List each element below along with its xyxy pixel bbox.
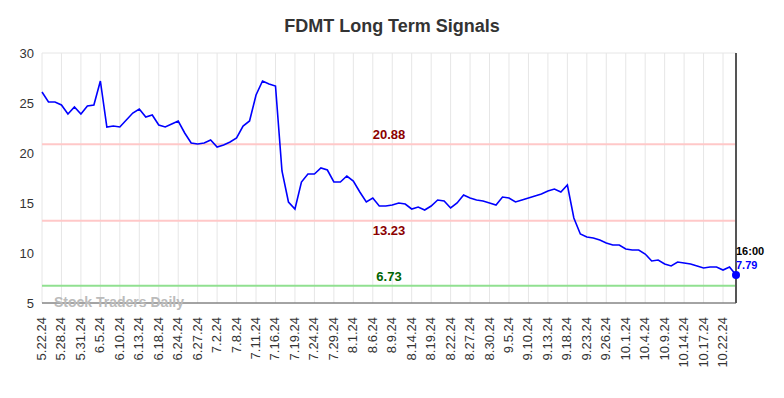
svg-text:8.30.24: 8.30.24 <box>482 317 497 360</box>
html-text:Stock Traders Daily: Stock Traders Daily <box>54 294 184 310</box>
svg-text:10.4.24: 10.4.24 <box>637 317 652 360</box>
svg-text:8.27.24: 8.27.24 <box>462 317 477 360</box>
svg-text:8.22.24: 8.22.24 <box>443 317 458 360</box>
svg-text:7.79: 7.79 <box>736 259 757 271</box>
svg-text:8.6.24: 8.6.24 <box>365 317 380 353</box>
svg-text:10.9.24: 10.9.24 <box>657 317 672 360</box>
svg-text:10.1.24: 10.1.24 <box>618 317 633 360</box>
svg-text:9.18.24: 9.18.24 <box>559 317 574 360</box>
svg-text:25: 25 <box>20 96 34 111</box>
svg-text:20: 20 <box>20 146 34 161</box>
svg-text:6.18.24: 6.18.24 <box>151 317 166 360</box>
svg-text:6.73: 6.73 <box>376 269 401 284</box>
svg-text:6.5.24: 6.5.24 <box>92 317 107 353</box>
svg-text:15: 15 <box>20 196 34 211</box>
svg-text:30: 30 <box>20 46 34 61</box>
svg-text:9.23.24: 9.23.24 <box>579 317 594 360</box>
svg-text:9.26.24: 9.26.24 <box>598 317 613 360</box>
svg-text:9.5.24: 9.5.24 <box>501 317 516 353</box>
svg-text:7.29.24: 7.29.24 <box>326 317 341 360</box>
svg-text:16:00: 16:00 <box>736 245 764 257</box>
svg-text:7.2.24: 7.2.24 <box>209 317 224 353</box>
svg-text:5.28.24: 5.28.24 <box>53 317 68 360</box>
svg-text:10.14.24: 10.14.24 <box>676 317 691 368</box>
svg-text:13.23: 13.23 <box>373 223 406 238</box>
svg-text:9.13.24: 9.13.24 <box>540 317 555 360</box>
svg-text:7.11.24: 7.11.24 <box>248 317 263 359</box>
svg-text:6.10.24: 6.10.24 <box>112 317 127 360</box>
svg-text:7.19.24: 7.19.24 <box>287 317 302 360</box>
svg-text:10: 10 <box>20 246 34 261</box>
svg-text:8.14.24: 8.14.24 <box>404 317 419 360</box>
svg-text:8.1.24: 8.1.24 <box>345 317 360 353</box>
svg-text:7.16.24: 7.16.24 <box>267 317 282 360</box>
svg-text:10.17.24: 10.17.24 <box>696 317 711 368</box>
html-text:FDMT Long Term Signals: FDMT Long Term Signals <box>284 16 500 36</box>
svg-text:6.13.24: 6.13.24 <box>131 317 146 360</box>
svg-text:20.88: 20.88 <box>373 127 406 142</box>
svg-text:10.22.24: 10.22.24 <box>715 317 730 368</box>
svg-text:8.19.24: 8.19.24 <box>423 317 438 360</box>
svg-text:5: 5 <box>27 296 34 311</box>
svg-text:8.9.24: 8.9.24 <box>384 317 399 353</box>
svg-text:5.22.24: 5.22.24 <box>34 317 49 360</box>
svg-text:7.8.24: 7.8.24 <box>229 317 244 353</box>
svg-text:9.10.24: 9.10.24 <box>520 317 535 360</box>
svg-text:6.27.24: 6.27.24 <box>190 317 205 360</box>
svg-text:5.31.24: 5.31.24 <box>73 317 88 360</box>
svg-text:6.24.24: 6.24.24 <box>170 317 185 360</box>
svg-text:7.24.24: 7.24.24 <box>306 317 321 360</box>
